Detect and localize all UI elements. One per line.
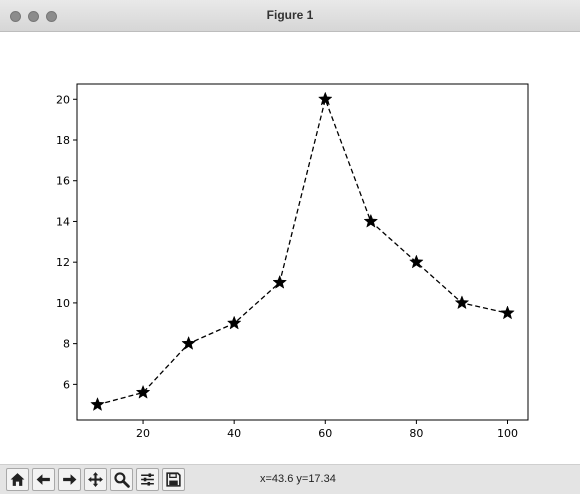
back-arrow-icon xyxy=(36,474,50,485)
home-icon xyxy=(10,473,25,486)
data-point-star xyxy=(317,91,333,106)
x-tick-label: 40 xyxy=(227,427,241,440)
y-tick-label: 16 xyxy=(56,175,70,188)
y-tick-label: 14 xyxy=(56,215,70,228)
data-point-star xyxy=(272,274,288,289)
window-title: Figure 1 xyxy=(266,8,314,22)
series-line xyxy=(97,97,508,406)
data-point-star xyxy=(500,305,515,320)
y-tick-label: 10 xyxy=(56,297,70,310)
pan-icon xyxy=(88,472,103,487)
data-point-star xyxy=(135,384,151,399)
close-window-button[interactable] xyxy=(10,11,21,22)
navigation-toolbar: x=43.6 y=17.34 xyxy=(0,464,580,494)
x-tick-label: 80 xyxy=(409,427,423,440)
forward-arrow-icon xyxy=(63,474,77,485)
save-button[interactable] xyxy=(162,468,185,491)
zoom-icon xyxy=(114,472,130,488)
cursor-coordinates: x=43.6 y=17.34 xyxy=(260,473,336,485)
y-tick-label: 8 xyxy=(63,338,70,351)
minimize-window-button[interactable] xyxy=(28,11,39,22)
configure-subplots-icon xyxy=(141,473,154,486)
x-tick-label: 20 xyxy=(136,427,150,440)
data-point-star xyxy=(90,397,105,411)
forward-button[interactable] xyxy=(58,468,81,491)
zoom-button[interactable] xyxy=(110,468,133,491)
home-button[interactable] xyxy=(6,468,29,491)
axes-frame xyxy=(76,83,529,421)
data-point-star xyxy=(363,213,379,228)
y-tick-label: 12 xyxy=(56,256,70,269)
window-controls xyxy=(10,11,57,22)
zoom-window-button[interactable] xyxy=(46,11,57,22)
x-tick-label: 100 xyxy=(497,427,518,440)
figure-canvas[interactable]: 6 8 10 12 14 16 18 20 20 40 60 80 100 xyxy=(0,32,580,460)
back-button[interactable] xyxy=(32,468,55,491)
y-tick-label: 20 xyxy=(56,93,70,106)
configure-subplots-button[interactable] xyxy=(136,468,159,491)
y-tick-label: 18 xyxy=(56,134,70,147)
line-chart[interactable]: 6 8 10 12 14 16 18 20 20 40 60 80 100 xyxy=(0,32,580,460)
window-titlebar: Figure 1 xyxy=(0,0,580,32)
data-point-star xyxy=(226,315,242,330)
x-tick-label: 60 xyxy=(318,427,332,440)
save-icon xyxy=(166,472,181,487)
data-point-star xyxy=(409,254,424,269)
data-point-star xyxy=(181,335,196,350)
pan-button[interactable] xyxy=(84,468,107,491)
y-tick-label: 6 xyxy=(63,378,70,391)
data-point-star xyxy=(454,295,470,310)
